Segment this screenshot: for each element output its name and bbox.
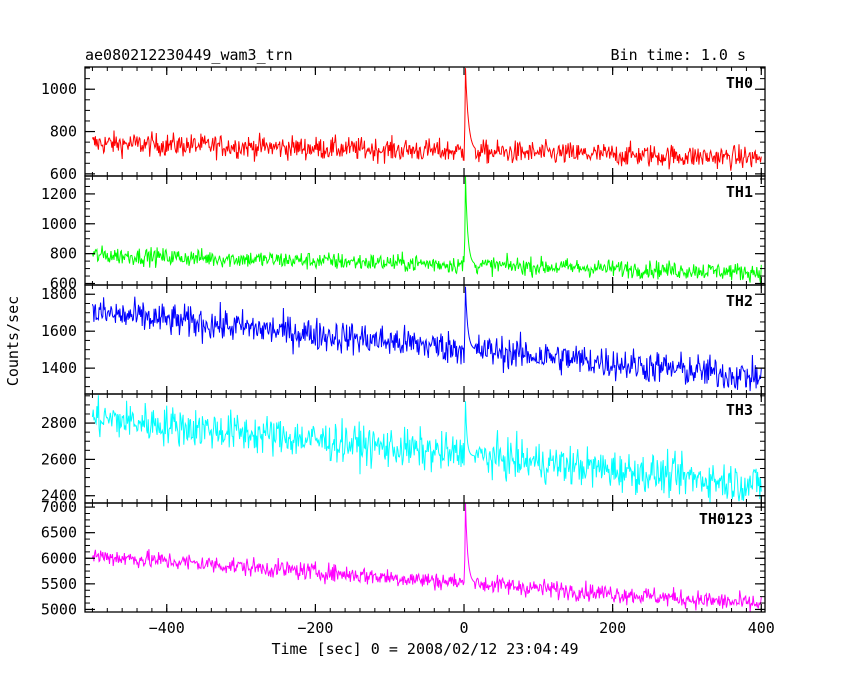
series-line-th0 [91, 68, 762, 171]
y-tick-label: 1200 [41, 185, 77, 203]
plot-title: ae080212230449_wam3_trn [85, 46, 293, 64]
panel-frame [84, 393, 766, 504]
panel-frame [84, 175, 766, 286]
x-axis-label: Time [sec] 0 = 2008/02/12 23:04:49 [271, 640, 578, 658]
panel-th2: 1400 1600 1800 TH2 [41, 284, 766, 395]
panel-th0: 600 800 1000 TH0 [41, 66, 766, 183]
series-line-th0123 [91, 502, 762, 612]
y-tick-label: 800 [50, 245, 77, 263]
y-axis-label: Counts/sec [4, 296, 22, 386]
x-tick-label: −200 [297, 619, 333, 637]
y-tick-label: 1400 [41, 359, 77, 377]
panel-th0123: 5000 5500 6000 6500 7000 TH0123 [41, 498, 766, 618]
y-tick-label: 5500 [41, 575, 77, 593]
x-tick-label: −400 [149, 619, 185, 637]
y-tick-label: 1600 [41, 322, 77, 340]
y-tick-label: 800 [50, 123, 77, 141]
y-tick-label: 600 [50, 275, 77, 293]
y-tick-label: 6500 [41, 524, 77, 542]
y-tick-label: 1000 [41, 80, 77, 98]
x-axis: −400 −200 0 200 400 [149, 619, 775, 637]
panel-th3: 2400 2600 2800 TH3 [41, 393, 766, 505]
bin-time-label: Bin time: 1.0 s [611, 46, 746, 64]
y-tick-label: 1800 [41, 285, 77, 303]
panel-label-th0: TH0 [726, 74, 753, 92]
y-tick-label: 5000 [41, 600, 77, 618]
y-tick-label: 600 [50, 165, 77, 183]
y-tick-label: 2400 [41, 487, 77, 505]
x-tick-label: 400 [748, 619, 775, 637]
series-line-th3 [91, 395, 762, 504]
x-tick-label: 200 [599, 619, 626, 637]
panel-label-th3: TH3 [726, 401, 753, 419]
panel-th1: 600 800 1000 1200 TH1 [41, 175, 766, 293]
x-tick-label: 0 [460, 619, 469, 637]
y-tick-label: 7000 [41, 498, 77, 516]
series-line-th1 [91, 175, 762, 284]
panels-group: 600 800 1000 TH0 600 800 1000 1200 TH1 1400 1600 18… [41, 66, 766, 618]
y-tick-label: 1000 [41, 215, 77, 233]
y-tick-label: 2600 [41, 450, 77, 468]
panel-label-th1: TH1 [726, 183, 753, 201]
panel-frame [84, 502, 766, 613]
panel-label-th0123: TH0123 [699, 510, 753, 528]
y-tick-label: 2800 [41, 414, 77, 432]
y-tick-label: 6000 [41, 549, 77, 567]
panel-label-th2: TH2 [726, 292, 753, 310]
panel-frame [84, 284, 766, 395]
series-line-th2 [91, 286, 762, 392]
